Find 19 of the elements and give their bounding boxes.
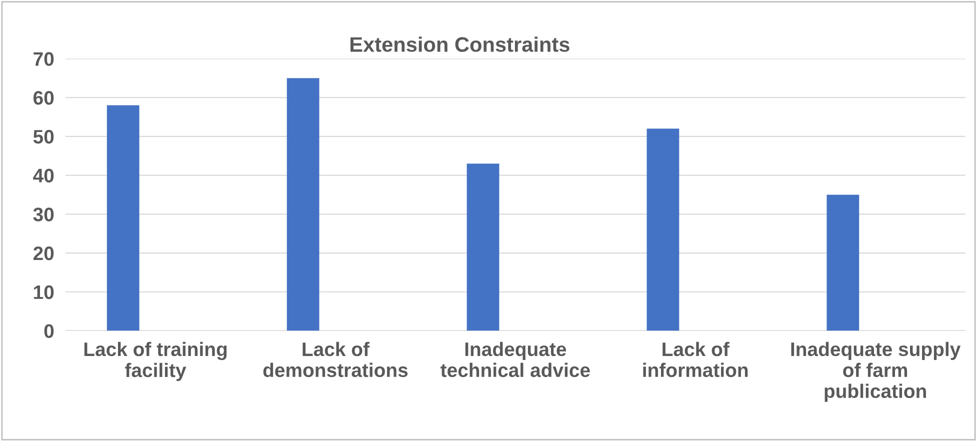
y-tick-label: 60 <box>34 90 54 105</box>
y-tick-label: 50 <box>33 130 54 144</box>
x-tick-label: Lack of demonstrations <box>263 342 408 378</box>
bar <box>646 128 680 331</box>
bar <box>106 105 140 331</box>
y-tick-label: 0 <box>44 324 54 338</box>
x-tick-label: Inadequate supply of farm publication <box>791 342 961 402</box>
y-tick-label: 40 <box>33 168 54 183</box>
y-tick-label: 70 <box>34 52 54 66</box>
x-tick-label: Lack of information <box>643 342 748 378</box>
bar <box>466 164 500 331</box>
bar <box>286 78 320 331</box>
y-tick-label: 20 <box>33 246 54 260</box>
y-tick-label: 30 <box>33 208 54 222</box>
y-tick-label: 10 <box>34 285 54 300</box>
x-tick-label: Lack of training facility <box>84 342 227 382</box>
x-tick-label: Inadequate technical advice <box>440 342 590 378</box>
chart-title: Extension Constraints <box>350 36 570 52</box>
bar <box>826 194 860 331</box>
